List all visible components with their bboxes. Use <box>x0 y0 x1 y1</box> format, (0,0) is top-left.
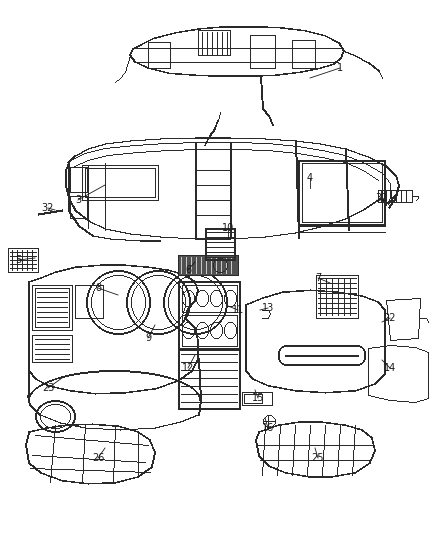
Text: 11: 11 <box>232 305 244 315</box>
Text: 32: 32 <box>376 193 388 203</box>
Text: 7: 7 <box>315 273 321 283</box>
Text: 1: 1 <box>337 63 343 73</box>
Text: 9: 9 <box>145 333 151 343</box>
Text: 32: 32 <box>42 203 54 213</box>
Text: 26: 26 <box>92 453 104 463</box>
Text: 4: 4 <box>307 173 313 183</box>
Text: 14: 14 <box>384 363 396 373</box>
Text: 3: 3 <box>75 195 81 205</box>
Text: 25: 25 <box>312 453 324 463</box>
Text: 8: 8 <box>95 283 101 293</box>
Text: 10: 10 <box>222 223 234 233</box>
Text: 15: 15 <box>252 393 264 403</box>
Text: 5: 5 <box>15 255 21 265</box>
Text: 16: 16 <box>262 423 274 433</box>
Text: 6: 6 <box>185 265 191 275</box>
Text: 23: 23 <box>42 383 54 393</box>
Text: 12: 12 <box>182 363 194 373</box>
Text: 13: 13 <box>262 303 274 313</box>
Text: 22: 22 <box>384 313 396 323</box>
